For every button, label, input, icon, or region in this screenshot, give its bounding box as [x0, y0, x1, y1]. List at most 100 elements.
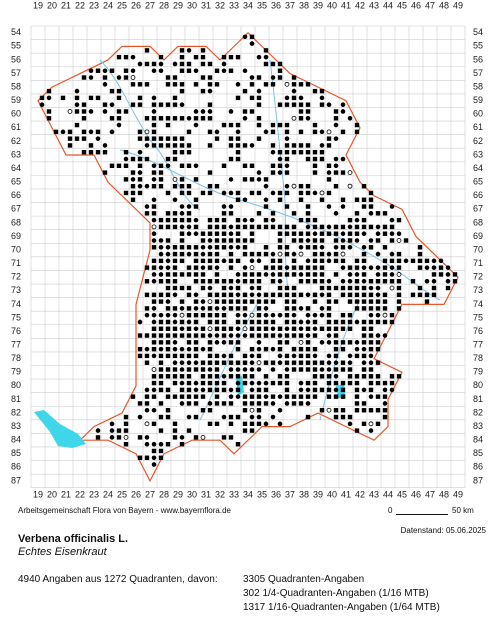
marker-square	[165, 122, 171, 128]
marker-square	[347, 319, 353, 325]
row-label: 71	[473, 258, 483, 268]
row-label: 56	[473, 54, 483, 64]
marker-dot	[221, 204, 227, 209]
marker-dot	[333, 163, 339, 169]
marker-square	[340, 292, 346, 298]
marker-square	[249, 238, 255, 243]
marker-dot	[186, 204, 192, 209]
marker-dot	[333, 387, 339, 393]
marker-square	[130, 190, 136, 196]
marker-square	[179, 441, 185, 447]
marker-dot	[193, 326, 199, 332]
marker-square	[81, 129, 87, 135]
marker-dot	[319, 312, 325, 318]
marker-square	[368, 292, 374, 298]
marker-square	[298, 367, 304, 372]
marker-dot	[172, 312, 178, 318]
marker-square	[242, 272, 248, 277]
marker-dot	[298, 387, 304, 393]
marker-dot	[354, 346, 360, 352]
marker-square	[193, 116, 199, 121]
marker-square	[151, 421, 157, 427]
marker-square	[284, 380, 290, 386]
marker-square	[375, 346, 381, 352]
column-label: 47	[425, 0, 435, 10]
row-label: 78	[473, 353, 483, 363]
marker-square	[333, 326, 339, 331]
marker-square	[116, 54, 122, 60]
marker-square	[151, 136, 157, 141]
marker-square	[235, 238, 241, 243]
column-label: 45	[397, 489, 407, 499]
marker-dot	[207, 88, 213, 94]
summary-total: 4940 Angaben aus 1272 Quadranten, davon:	[18, 574, 218, 585]
marker-square	[158, 217, 164, 223]
marker-square	[417, 251, 423, 257]
marker-square	[130, 183, 136, 189]
marker-square	[298, 190, 304, 196]
marker-dot	[368, 211, 374, 216]
marker-dot	[445, 265, 451, 270]
marker-square	[186, 68, 192, 73]
marker-square	[214, 251, 220, 257]
marker-dot	[242, 68, 248, 74]
marker-open	[242, 326, 248, 332]
marker-square	[347, 299, 353, 304]
marker-square	[326, 387, 332, 393]
marker-square	[284, 272, 290, 277]
marker-square	[417, 285, 423, 291]
marker-square	[186, 129, 192, 135]
marker-square	[214, 421, 220, 427]
row-label: 59	[473, 95, 483, 105]
marker-dot	[165, 265, 171, 270]
marker-dot	[291, 353, 297, 359]
marker-dot	[249, 217, 255, 223]
marker-open	[326, 407, 332, 413]
column-label: 42	[355, 489, 365, 499]
marker-square	[382, 224, 388, 230]
marker-square	[361, 421, 367, 427]
marker-square	[333, 408, 339, 413]
marker-dot	[298, 272, 304, 277]
marker-square	[298, 238, 304, 243]
column-label: 27	[145, 0, 155, 10]
column-label: 42	[355, 0, 365, 10]
marker-dot	[277, 312, 283, 318]
marker-square	[207, 387, 213, 393]
marker-square	[207, 265, 213, 270]
marker-square	[221, 163, 227, 168]
marker-dot	[263, 312, 269, 318]
marker-square	[256, 299, 262, 304]
marker-square	[263, 319, 269, 325]
row-label: 66	[11, 190, 21, 200]
marker-square	[116, 163, 122, 168]
marker-dot	[305, 387, 311, 393]
marker-square	[172, 428, 178, 433]
marker-square	[221, 122, 227, 128]
marker-dot	[88, 109, 94, 114]
marker-square	[382, 245, 388, 250]
marker-square	[179, 387, 185, 393]
marker-square	[228, 374, 234, 379]
column-label: 48	[439, 0, 449, 10]
marker-square	[319, 88, 325, 94]
marker-square	[277, 258, 283, 264]
marker-square	[151, 346, 157, 352]
marker-square	[207, 340, 213, 345]
marker-square	[165, 374, 171, 379]
marker-square	[95, 435, 101, 440]
marker-open	[396, 238, 402, 243]
marker-square	[193, 333, 199, 338]
marker-dot	[242, 34, 248, 40]
marker-square	[130, 197, 136, 202]
marker-square	[382, 292, 388, 298]
marker-square	[305, 211, 311, 216]
marker-square	[263, 401, 269, 406]
marker-dot	[277, 394, 283, 399]
marker-square	[137, 333, 143, 338]
marker-dot	[249, 414, 255, 420]
marker-dot	[305, 258, 311, 264]
marker-dot	[200, 265, 206, 270]
marker-dot	[221, 373, 227, 379]
marker-dot	[361, 360, 367, 366]
